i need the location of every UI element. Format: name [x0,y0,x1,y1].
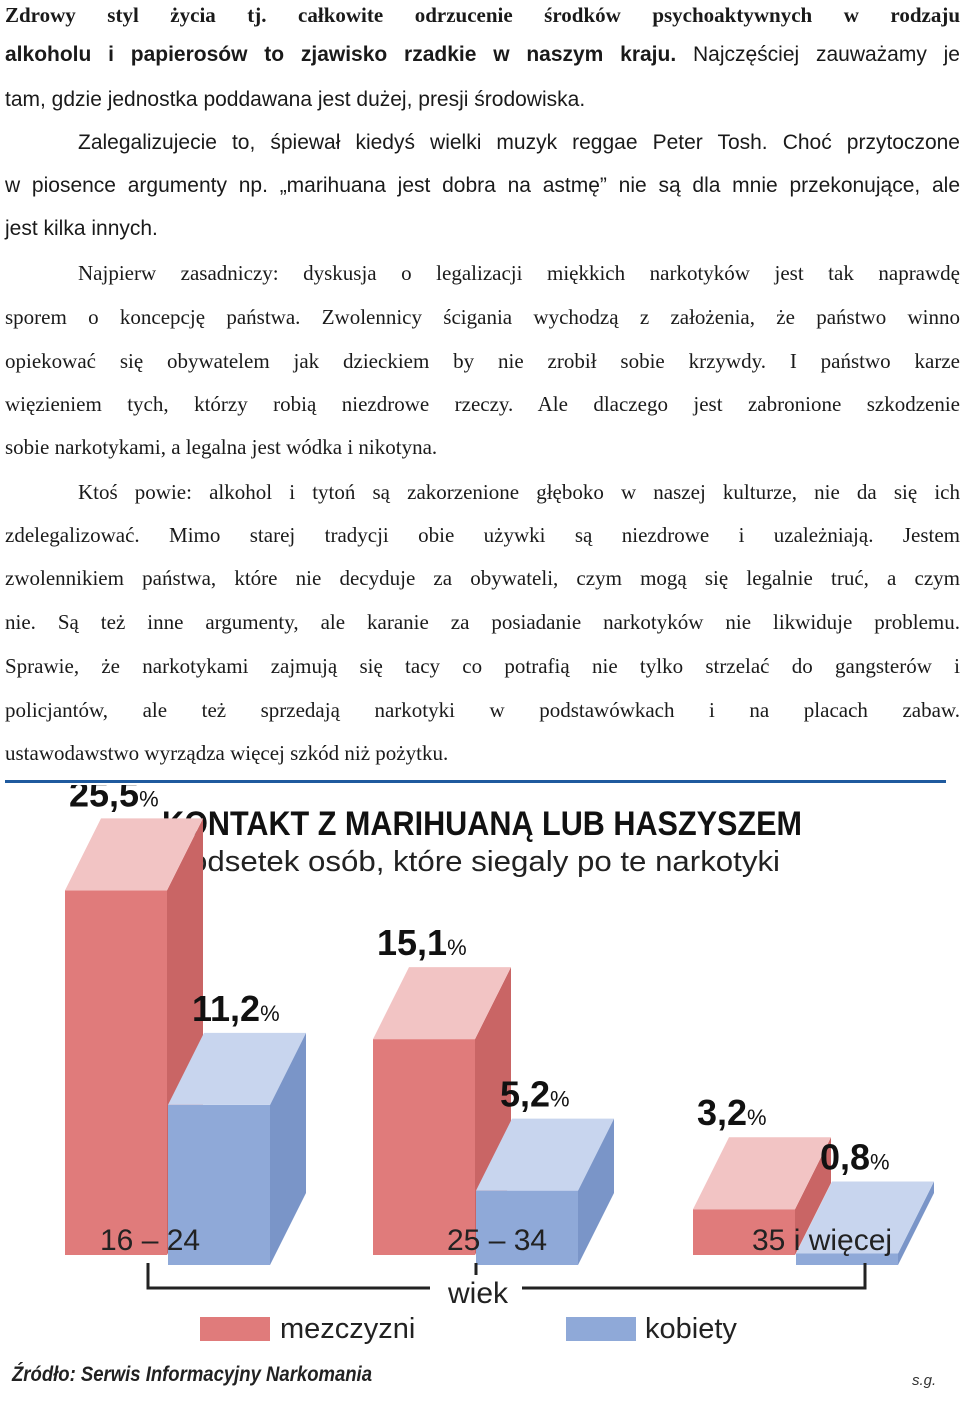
text-line: jest kilka innych. [5,214,960,244]
text-line: Ktoś powie: alkohol i tytoń są zakorzeni… [78,477,960,507]
bar-side [795,1137,831,1255]
data-label: 5,2% [500,1074,570,1115]
text-segment: ustawodawstwo wyrządza więcej szkód niż … [5,741,449,765]
text-line: policjantów, ale też sprzedają narkotyki… [5,695,960,725]
text-segment: zdelegalizować. Mimo starej tradycji obi… [5,523,960,547]
data-label: 15,1% [377,922,467,963]
legend-swatch-men [200,1317,270,1341]
bar-top [65,818,203,891]
x-label-bg [430,1275,522,1307]
text-line: tam, gdzie jednostka poddawana jest duże… [5,85,960,115]
section-divider [5,780,946,783]
text-line: zdelegalizować. Mimo starej tradycji obi… [5,520,960,550]
bar-front [65,890,167,1255]
text-segment: alkoholu i papierosów to zjawisko rzadki… [5,43,677,66]
text-line: ustawodawstwo wyrządza więcej szkód niż … [5,738,960,768]
text-segment: sporem o koncepcję państwa. Zwolennicy ś… [5,305,960,329]
text-segment: tam, gdzie jednostka poddawana jest duże… [5,88,586,111]
bar-top [476,1118,614,1191]
bars-group: 25,5% 15,1% 3,2% 11,2% 5,2% 0,8% [65,785,934,1265]
x-tick-label: 16 – 24 [100,1224,200,1257]
text-segment: Zalegalizujecie to, śpiewał kiedyś wielk… [78,131,960,154]
text-segment: Najczęściej zauważamy je [676,43,960,66]
text-line: Zalegalizujecie to, śpiewał kiedyś wielk… [78,128,960,158]
bar-front [796,1253,898,1265]
bar-side [270,1032,306,1265]
drug-contact-chart: KONTAKT Z MARIHUANĄ LUB HASZYSZEM odsete… [11,785,936,1389]
text-segment: policjantów, ale też sprzedają narkotyki… [5,698,960,722]
legend-label-men: mezczyzni [280,1313,415,1345]
text-line: sobie narkotykami, a legalna jest wódka … [5,432,960,462]
legend-swatch-women [566,1317,636,1341]
text-line: nie. Są też inne argumenty, ale karanie … [5,607,960,637]
text-segment: w piosence argumenty np. „marihuana jest… [5,174,960,197]
text-line: Sprawie, że narkotykami zajmują się tacy… [5,651,960,681]
bar-top [796,1181,934,1254]
bar-top [168,1032,306,1105]
bar-front [373,1039,475,1255]
text-segment: jest kilka innych. [5,217,158,240]
bar-side [898,1181,934,1265]
text-segment: nie. Są też inne argumenty, ale karanie … [5,610,960,634]
text-segment: sobie narkotykami, a legalna jest wódka … [5,435,438,459]
bar-front [168,1104,270,1265]
text-line: Zdrowy styl życia tj. całkowite odrzucen… [5,0,960,30]
bar-front [693,1209,795,1255]
chart-title: KONTAKT Z MARIHUANĄ LUB HASZYSZEM [162,805,802,843]
bar-top [373,967,511,1040]
legend: mezczyzni kobiety [200,1313,737,1345]
bar-top [693,1137,831,1210]
bar-side [578,1118,614,1265]
bar-front [476,1190,578,1265]
text-segment: Najpierw zasadniczy: dyskusja o legaliza… [78,261,960,285]
data-label: 25,5% [69,785,159,814]
data-label: 11,2% [192,988,280,1029]
text-segment: Zdrowy styl życia tj. całkowite odrzucen… [5,3,960,27]
data-label: 3,2% [697,1092,767,1133]
legend-label-women: kobiety [645,1313,737,1345]
text-line: alkoholu i papierosów to zjawisko rzadki… [5,40,960,70]
text-segment: więzieniem tych, którzy robią niezdrowe … [5,392,960,416]
text-segment: zwolennikiem państwa, które nie decyduje… [5,566,960,590]
text-line: opiekować się obywatelem jak dzieckiem b… [5,346,960,376]
x-tick-label: 25 – 34 [447,1224,547,1257]
chart-subtitle: odsetek osób, które siegaly po te narkot… [190,846,780,878]
text-line: zwolennikiem państwa, które nie decyduje… [5,563,960,593]
text-line: więzieniem tych, którzy robią niezdrowe … [5,389,960,419]
x-axis: 16 – 24 25 – 34 35 i więcej wiek [100,1224,892,1310]
text-line: Najpierw zasadniczy: dyskusja o legaliza… [78,258,960,288]
author-credit: s.g. [912,1372,936,1389]
text-line: sporem o koncepcję państwa. Zwolennicy ś… [5,302,960,332]
source-note: Źródło: Serwis Informacyjny Narkomania [11,1363,372,1386]
x-axis-label: wiek [447,1277,509,1310]
text-segment: opiekować się obywatelem jak dzieckiem b… [5,349,960,373]
text-segment: Ktoś powie: alkohol i tytoń są zakorzeni… [78,480,960,504]
text-line: w piosence argumenty np. „marihuana jest… [5,171,960,201]
x-tick-label: 35 i więcej [752,1224,892,1257]
data-label: 0,8% [820,1137,890,1178]
text-segment: Sprawie, że narkotykami zajmują się tacy… [5,654,960,678]
